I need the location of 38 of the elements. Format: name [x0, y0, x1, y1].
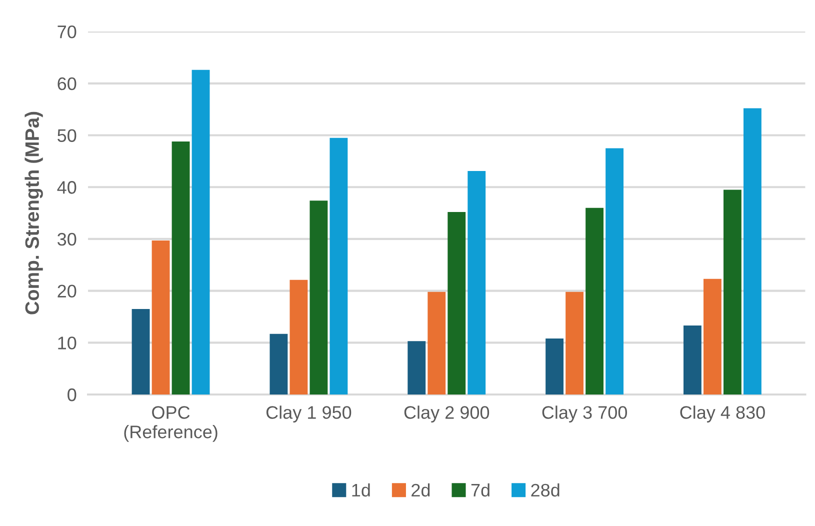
y-tick-label: 50	[58, 129, 76, 142]
legend-label: 7d	[471, 483, 490, 497]
bar	[546, 338, 564, 394]
y-axis-title: Comp. Strength (MPa)	[24, 112, 43, 314]
y-tick-label: 60	[58, 77, 76, 90]
bar	[468, 171, 486, 394]
legend-label: 1d	[352, 483, 370, 497]
bar	[290, 280, 308, 394]
bar	[172, 141, 190, 394]
bar	[330, 138, 348, 394]
bar	[132, 308, 150, 394]
x-tick-label: Clay 1 950	[266, 406, 352, 422]
bar	[606, 148, 624, 394]
y-tick-label: 30	[58, 232, 76, 246]
x-tick-label: Clay 4 830	[680, 406, 765, 422]
y-tick-label: 10	[58, 336, 76, 350]
x-tick-label: Clay 3 700	[542, 406, 627, 422]
bar	[704, 278, 722, 394]
bar	[270, 334, 288, 394]
bar	[744, 108, 762, 394]
x-tick-label: Clay 2 900	[404, 406, 490, 422]
legend-label: 2d	[412, 483, 430, 497]
bar	[428, 292, 446, 394]
y-tick-label: 40	[57, 181, 76, 194]
bar	[310, 200, 328, 394]
bar	[448, 212, 466, 394]
y-tick-label: 0	[68, 388, 76, 402]
bar	[724, 190, 742, 394]
bar	[586, 208, 604, 394]
legend-label: 28d	[531, 483, 560, 497]
bar	[192, 70, 210, 394]
bar	[152, 240, 170, 394]
x-tick-label: OPC (Reference)	[124, 406, 218, 442]
y-tick-label: 70	[58, 25, 76, 38]
bar	[684, 326, 702, 394]
bar	[408, 341, 426, 394]
y-tick-label: 20	[58, 284, 76, 298]
bar	[566, 292, 584, 394]
